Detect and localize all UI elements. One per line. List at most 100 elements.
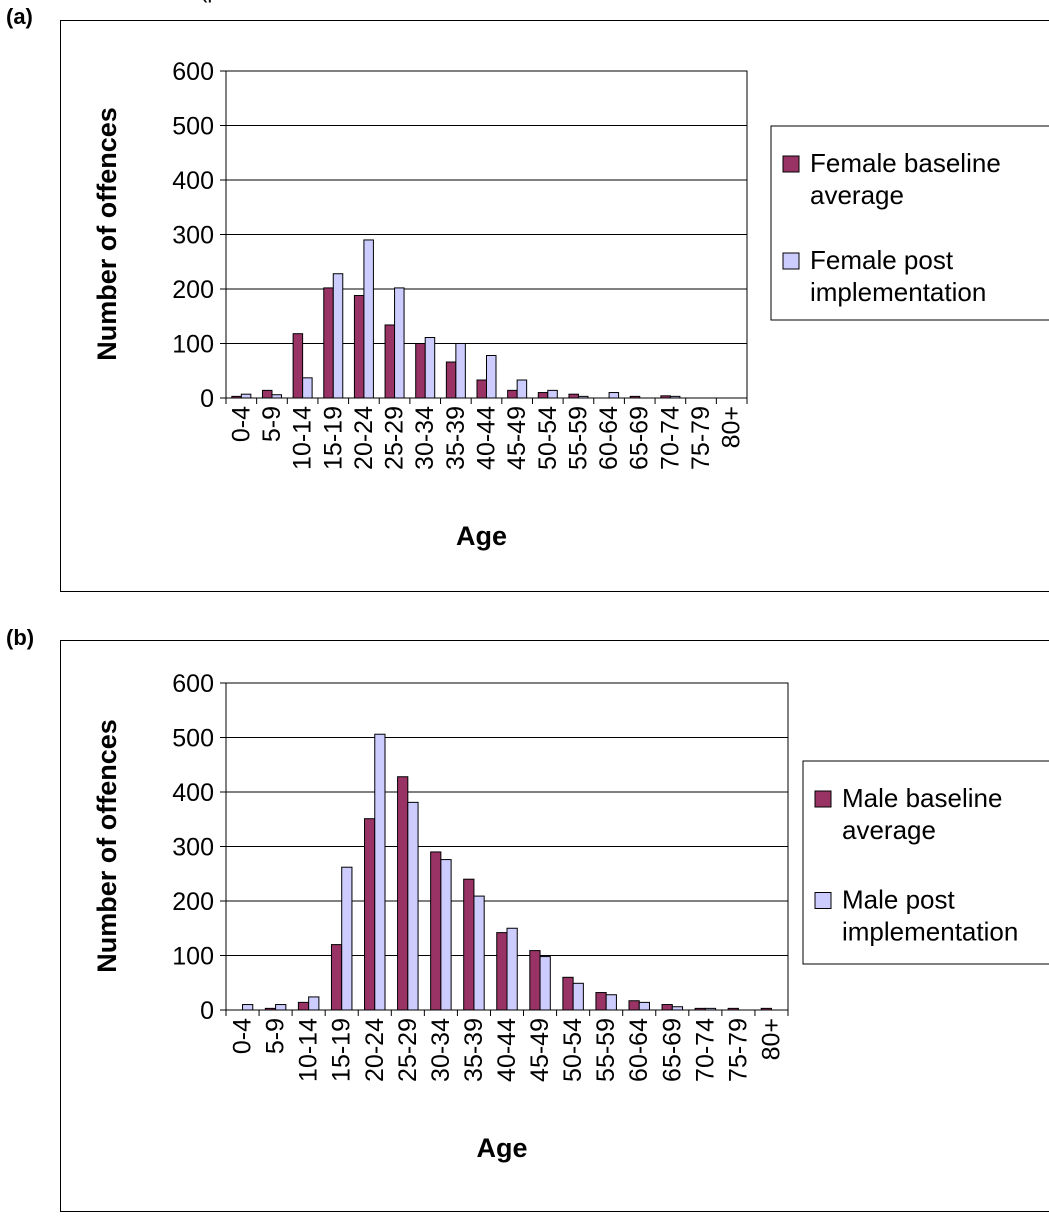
x-tick-label-a-0-4: 0-4	[227, 406, 255, 442]
bar-b-s0-45-49	[529, 950, 541, 1011]
x-tick-label-a-10-14: 10-14	[289, 406, 317, 470]
bar-a-s0-20-24	[353, 295, 365, 399]
x-tick-label-a-5-9: 5-9	[258, 406, 286, 442]
y-tick-label-b-400: 400	[172, 779, 214, 807]
y-tick-label-a-600: 600	[172, 58, 214, 86]
panel-label-a: (a)	[6, 4, 33, 29]
x-tick-label-a-25-29: 25-29	[381, 406, 409, 470]
legend-swatch-a-0	[782, 155, 800, 173]
x-axis-title-b: Age	[476, 1133, 527, 1163]
x-tick-label-a-65-69: 65-69	[626, 406, 654, 470]
x-tick-label-b-50-54: 50-54	[559, 1018, 587, 1082]
bar-a-s0-15-19	[323, 287, 334, 399]
bar-b-s0-35-39	[463, 878, 475, 1011]
x-tick-label-a-55-59: 55-59	[564, 406, 592, 470]
y-tick-label-b-600: 600	[172, 670, 214, 698]
legend-label-b-1-1: implementation	[842, 917, 1018, 947]
y-tick-label-a-300: 300	[172, 222, 214, 250]
bar-a-s0-35-39	[445, 361, 457, 399]
chart-frame-a: 0 100 200 300 400 500 600 0-4 5-9 10-14 15-19 20-24…	[60, 20, 1049, 592]
bar-a-s0-40-44	[476, 379, 488, 399]
bar-a-s1-40-44	[486, 354, 497, 399]
bar-a-s1-70-74	[669, 395, 681, 399]
bar-b-s1-55-59	[605, 994, 617, 1011]
x-tick-label-b-30-34: 30-34	[427, 1018, 455, 1082]
bar-b-s0-5-9	[264, 1007, 277, 1011]
x-tick-label-b-45-49: 45-49	[526, 1018, 554, 1082]
bar-a-s0-10-14	[292, 333, 304, 399]
legend-label-b-0-1: average	[842, 815, 936, 845]
legend-swatch-b-1	[814, 892, 832, 909]
legend-box-a	[770, 125, 1049, 321]
x-axis-title-a: Age	[456, 521, 507, 551]
x-tick-label-b-10-14: 10-14	[295, 1018, 323, 1082]
bar-b-s1-70-74	[704, 1007, 717, 1011]
y-tick-label-a-500: 500	[172, 113, 214, 141]
y-tick-label-b-500: 500	[172, 725, 214, 753]
cutoff-header-text: (p	[0, 0, 1049, 4]
y-tick-label-b-200: 200	[172, 888, 214, 916]
legend-label-b-0-0: Male baseline	[842, 783, 1002, 813]
y-tick-label-a-400: 400	[172, 167, 214, 195]
bar-a-s1-5-9	[271, 394, 282, 399]
bar-a-s0-25-29	[384, 324, 396, 399]
legend-label-a-0-1: average	[810, 180, 904, 210]
x-tick-label-a-40-44: 40-44	[473, 406, 501, 470]
legend-label-a-1-1: implementation	[810, 277, 986, 307]
bar-b-s0-50-54	[562, 976, 574, 1011]
x-tick-label-a-70-74: 70-74	[656, 406, 684, 470]
bar-b-s0-65-69	[661, 1004, 673, 1011]
bar-b-s0-25-29	[397, 776, 409, 1011]
x-tick-label-b-60-64: 60-64	[625, 1018, 653, 1082]
bar-a-s1-35-39	[455, 343, 466, 399]
bar-b-s1-10-14	[308, 996, 320, 1011]
x-tick-label-b-5-9: 5-9	[262, 1018, 290, 1054]
chart-frame-b: 0 100 200 300 400 500 600 0-4 5-9 10-14 15-19 20-24…	[60, 640, 1049, 1212]
x-tick-label-a-80+: 80+	[718, 406, 746, 448]
bar-b-s1-30-34	[440, 859, 452, 1011]
bar-a-s0-65-69	[629, 395, 641, 399]
x-tick-label-b-20-24: 20-24	[361, 1018, 389, 1082]
bar-b-s0-70-74	[694, 1007, 706, 1011]
bar-b-s1-25-29	[407, 801, 419, 1011]
bar-a-s0-55-59	[568, 393, 579, 399]
x-tick-label-a-15-19: 15-19	[319, 406, 347, 470]
chart-a: 0 100 200 300 400 500 600 0-4 5-9 10-14 15-19 20-24…	[92, 58, 1049, 551]
legend-box-b	[802, 760, 1049, 965]
bar-a-s1-55-59	[577, 395, 589, 399]
y-tick-label-a-100: 100	[172, 331, 214, 359]
bar-b-s0-20-24	[364, 818, 376, 1011]
x-tick-label-b-25-29: 25-29	[394, 1018, 422, 1082]
bar-b-s1-45-49	[539, 956, 551, 1011]
bar-b-s0-80+	[760, 1007, 772, 1011]
x-tick-label-b-80+: 80+	[757, 1018, 785, 1060]
legend-swatch-b-0	[814, 790, 832, 808]
bar-a-s0-0-4	[231, 395, 242, 399]
bar-b-s0-75-79	[727, 1007, 739, 1011]
bar-a-s0-30-34	[415, 343, 426, 399]
bar-a-s1-50-54	[547, 389, 558, 399]
bar-b-s1-5-9	[275, 1004, 287, 1011]
bar-a-s0-45-49	[507, 389, 518, 399]
bar-b-s0-10-14	[297, 1001, 310, 1011]
x-tick-label-a-50-54: 50-54	[534, 406, 562, 470]
bar-a-s0-50-54	[537, 392, 549, 399]
x-tick-label-a-60-64: 60-64	[595, 406, 623, 470]
x-tick-label-b-65-69: 65-69	[658, 1018, 686, 1082]
bar-b-s1-0-4	[242, 1004, 254, 1011]
bar-a-s1-10-14	[302, 377, 313, 399]
x-tick-label-a-75-79: 75-79	[687, 406, 715, 470]
bar-a-s0-5-9	[261, 389, 273, 399]
bar-b-s1-15-19	[341, 866, 353, 1011]
bar-b-s0-55-59	[595, 992, 607, 1011]
y-tick-label-a-0: 0	[200, 385, 214, 413]
x-tick-label-b-70-74: 70-74	[691, 1018, 719, 1082]
bar-b-s1-35-39	[473, 895, 485, 1011]
bar-a-s0-70-74	[660, 395, 671, 399]
bar-a-s1-0-4	[240, 393, 252, 399]
x-tick-label-b-0-4: 0-4	[229, 1018, 257, 1054]
bar-b-s1-50-54	[572, 982, 584, 1011]
legend-label-a-1-0: Female post	[810, 245, 954, 275]
x-tick-label-b-35-39: 35-39	[460, 1018, 488, 1082]
x-tick-label-b-55-59: 55-59	[592, 1018, 620, 1082]
